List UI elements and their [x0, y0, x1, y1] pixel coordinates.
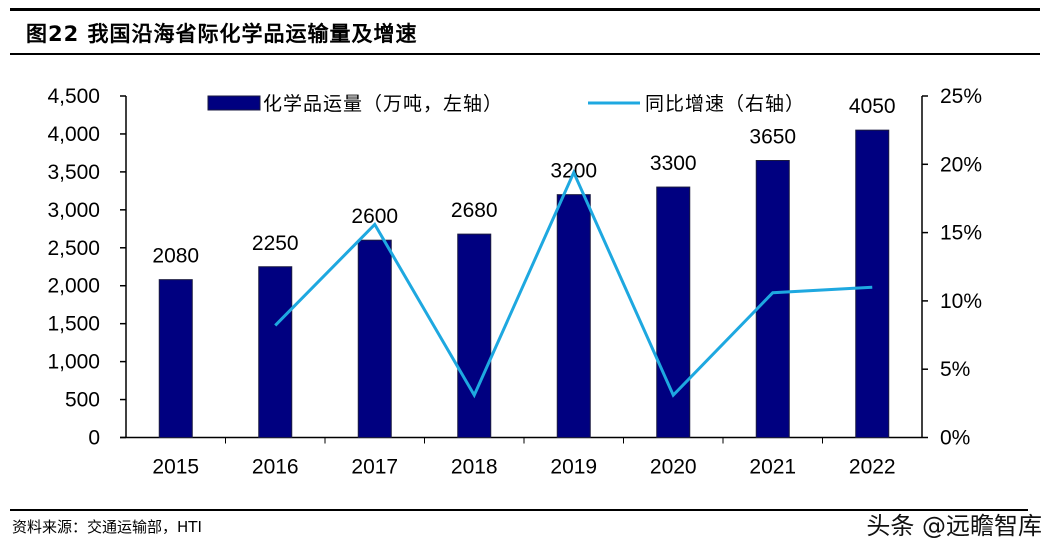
- left-tick-label: 3,000: [47, 199, 100, 222]
- bar-2015: [158, 279, 193, 439]
- watermark: 头条 @远瞻智库: [866, 512, 1042, 540]
- bar-2020: [656, 186, 691, 438]
- legend-bar-label: 化学品运量（万吨，左轴）: [263, 93, 503, 115]
- bar-data-label: 3650: [749, 126, 796, 149]
- source-note: 资料来源：交通运输部，HTI: [12, 518, 202, 536]
- left-tick-label: 0: [88, 427, 100, 450]
- x-tick-label: 2017: [351, 456, 398, 479]
- legend-line-label: 同比增速（右轴）: [645, 93, 805, 115]
- right-tick-label: 0%: [940, 427, 970, 450]
- bar-2019: [556, 194, 591, 438]
- bar-data-label: 2250: [252, 232, 299, 255]
- right-tick-label: 20%: [940, 153, 982, 176]
- left-tick-label: 2,000: [47, 275, 100, 298]
- right-tick-label: 10%: [940, 290, 982, 313]
- legend-bar-swatch: [207, 95, 261, 111]
- x-tick-label: 2022: [849, 456, 896, 479]
- right-tick-label: 25%: [940, 85, 982, 108]
- title-rule: [10, 53, 1040, 55]
- left-tick-label: 1,000: [47, 351, 100, 374]
- x-tick-label: 2019: [550, 456, 597, 479]
- left-tick-label: 3,500: [47, 161, 100, 184]
- bar-data-label: 2680: [451, 199, 498, 222]
- bar-2017: [357, 239, 392, 438]
- bar-2022: [855, 129, 890, 438]
- bar-data-label: 4050: [849, 95, 896, 118]
- x-tick-label: 2015: [152, 456, 199, 479]
- x-tick-label: 2020: [650, 456, 697, 479]
- bottom-rule: [10, 509, 1028, 511]
- right-tick-label: 15%: [940, 222, 982, 245]
- right-tick-label: 5%: [940, 358, 970, 381]
- left-tick-label: 4,000: [47, 123, 100, 146]
- bar-2021: [755, 160, 790, 438]
- left-tick-label: 500: [65, 389, 100, 412]
- left-tick-label: 4,500: [47, 85, 100, 108]
- bar-2018: [457, 233, 492, 438]
- x-tick-label: 2018: [451, 456, 498, 479]
- bar-data-label: 3300: [650, 152, 697, 175]
- left-tick-label: 2,500: [47, 237, 100, 260]
- x-tick-label: 2016: [252, 456, 299, 479]
- bar-2016: [258, 266, 293, 438]
- x-tick-label: 2021: [749, 456, 796, 479]
- figure-title: 图22 我国沿海省际化学品运输量及增速: [26, 22, 418, 46]
- left-tick-label: 1,500: [47, 313, 100, 336]
- bar-data-label: 2600: [351, 205, 398, 228]
- top-rule: [10, 8, 1040, 11]
- bar-data-label: 2080: [152, 245, 199, 268]
